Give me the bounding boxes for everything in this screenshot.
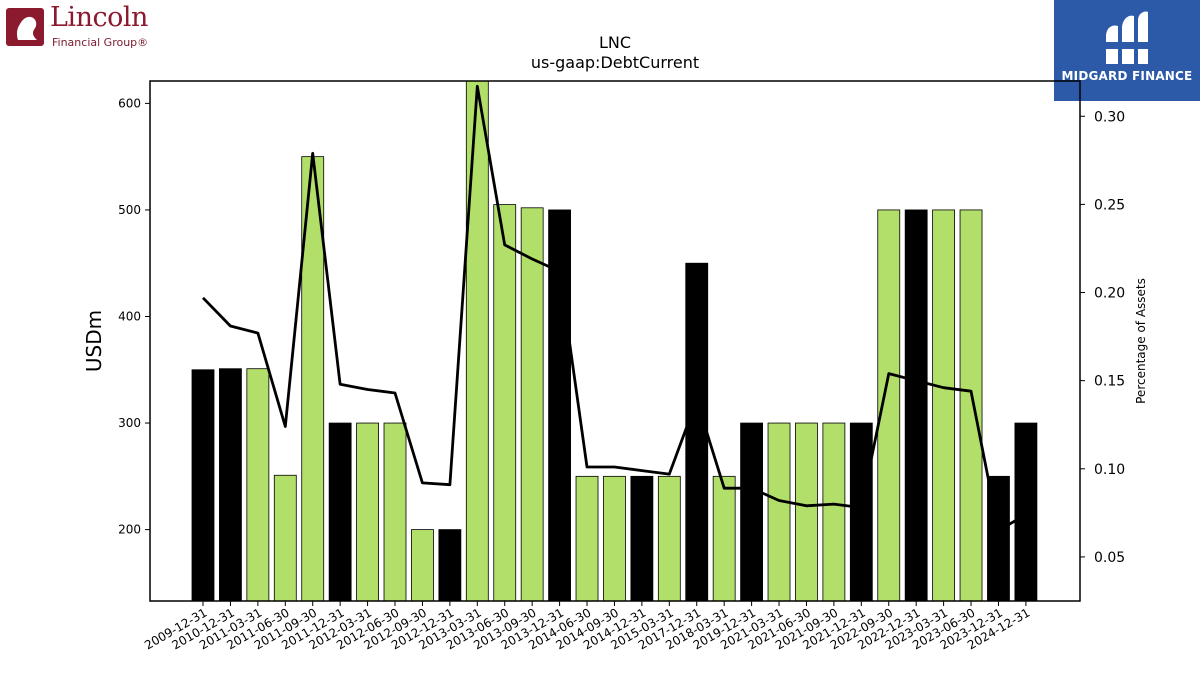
left-tick-label: 600	[118, 96, 141, 110]
bar	[438, 529, 462, 602]
midgard-finance-logo: MIDGARD FINANCE	[1054, 0, 1200, 101]
right-tick-label: 0.10	[1094, 462, 1125, 478]
left-tick-label: 500	[118, 203, 141, 217]
bar	[904, 209, 928, 602]
right-tick-label: 0.20	[1094, 286, 1125, 302]
bar	[630, 475, 654, 602]
bar	[657, 475, 681, 602]
y2-axis-label: Percentage of Assets	[1134, 278, 1148, 404]
lincoln-portrait-icon	[6, 8, 44, 46]
bar	[932, 209, 956, 602]
percentage-line-group	[201, 84, 1027, 532]
bar	[465, 80, 489, 602]
x-axis-ticks: 2009-12-312010-12-312011-03-312011-06-30…	[142, 601, 1032, 652]
plot-frame	[149, 80, 1081, 602]
left-tick-label: 400	[118, 309, 141, 323]
percentage-line	[201, 84, 1027, 532]
left-axis-ticks: 200 300 400 500 600	[118, 96, 150, 537]
midgard-mark-icon	[1102, 11, 1152, 65]
bar	[219, 368, 242, 602]
chart-title: LNC	[599, 33, 631, 52]
bar	[383, 422, 407, 602]
left-tick-label: 200	[118, 523, 141, 537]
lincoln-logo: Lincoln Financial Group®	[4, 2, 154, 52]
bar	[493, 204, 517, 602]
bar	[822, 422, 846, 602]
lincoln-logo-tagline: Financial Group®	[52, 36, 149, 49]
bar	[603, 475, 626, 602]
bar	[685, 262, 709, 602]
bars-group	[191, 80, 1038, 602]
bar	[795, 422, 818, 602]
left-tick-label: 300	[118, 416, 141, 430]
right-tick-label: 0.25	[1094, 197, 1125, 213]
right-tick-label: 0.15	[1094, 374, 1125, 390]
right-tick-label: 0.30	[1094, 109, 1125, 125]
chart-subtitle: us-gaap:DebtCurrent	[531, 53, 699, 72]
bar	[273, 474, 297, 602]
bar	[328, 422, 352, 602]
right-tick-label: 0.05	[1094, 550, 1125, 566]
bar	[191, 369, 215, 602]
bar	[767, 422, 791, 602]
bar	[356, 422, 379, 602]
bar	[575, 475, 599, 602]
bar	[849, 422, 873, 602]
bar	[959, 209, 983, 602]
midgard-logo-name: MIDGARD FINANCE	[1061, 69, 1193, 83]
y-axis-label: USDm	[82, 310, 106, 372]
lincoln-logo-name: Lincoln	[50, 2, 148, 33]
bar	[246, 368, 270, 602]
bar	[1014, 422, 1038, 602]
bar	[411, 529, 434, 602]
bar	[520, 207, 544, 602]
right-axis-ticks: 0.05 0.10 0.15 0.20 0.25 0.30	[1080, 109, 1125, 566]
bar	[740, 422, 763, 602]
bar	[712, 475, 736, 602]
